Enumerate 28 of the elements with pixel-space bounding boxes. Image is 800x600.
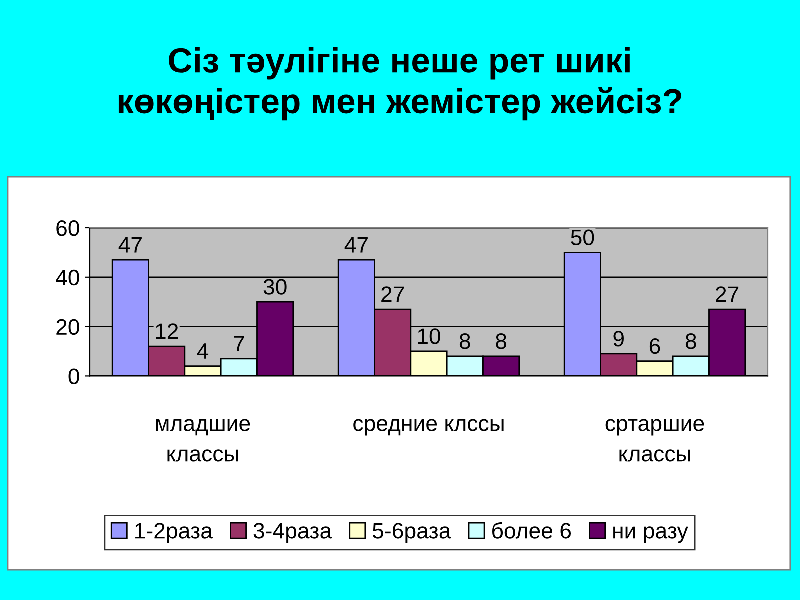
legend-label: 1-2раза bbox=[136, 523, 213, 544]
x-tick-label: младшие классы bbox=[156, 419, 250, 462]
data-label: 47 bbox=[344, 237, 368, 253]
data-label: 50 bbox=[571, 230, 594, 246]
data-label: 8 bbox=[460, 334, 470, 350]
data-label: 9 bbox=[614, 331, 624, 347]
y-tick-label: 20 bbox=[56, 319, 80, 336]
x-tick-label: сртаршие классы bbox=[606, 419, 704, 462]
data-label: 7 bbox=[234, 336, 244, 352]
data-label: 12 bbox=[156, 324, 178, 340]
legend-label: более 6 bbox=[492, 522, 572, 539]
chart-title: Сіз тәулігіне неше рет шикі көкөңістер мен жемістер жейсіз? bbox=[118, 47, 682, 121]
legend-label: 3-4раза bbox=[254, 523, 332, 544]
data-label: 30 bbox=[264, 279, 287, 295]
y-tick-label: 40 bbox=[56, 270, 80, 286]
data-label: 47 bbox=[118, 237, 142, 253]
data-label: 8 bbox=[686, 334, 696, 350]
data-label: 8 bbox=[496, 334, 507, 350]
legend-label: 5-6раза bbox=[372, 523, 452, 544]
data-label: 27 bbox=[716, 286, 739, 302]
legend-label: ни разу bbox=[614, 526, 688, 544]
data-label: 27 bbox=[382, 286, 404, 302]
y-tick-label: 60 bbox=[56, 220, 80, 236]
data-label: 4 bbox=[197, 344, 209, 359]
x-tick-label: средние клссы bbox=[354, 419, 504, 436]
data-label: 6 bbox=[650, 338, 660, 354]
data-label: 10 bbox=[418, 328, 440, 344]
y-tick-label: 0 bbox=[68, 368, 80, 384]
